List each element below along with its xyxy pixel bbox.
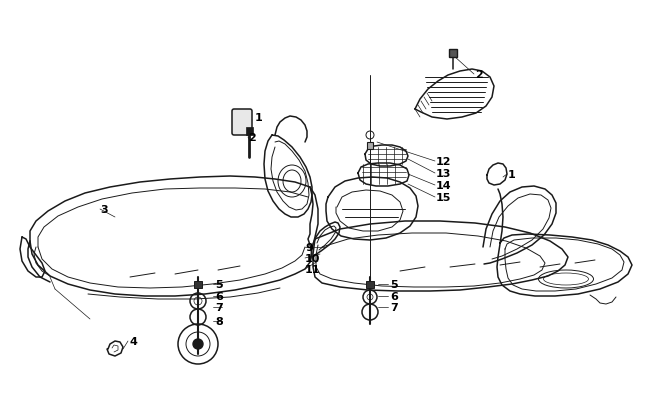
FancyBboxPatch shape [449,50,457,58]
Text: 8: 8 [215,316,223,326]
Text: 5: 5 [215,279,222,289]
FancyBboxPatch shape [246,128,253,136]
Text: 2: 2 [248,133,255,143]
Text: 11: 11 [305,264,320,274]
Text: 2: 2 [475,70,483,80]
Text: 14: 14 [436,181,452,190]
Text: 1: 1 [255,113,263,123]
Text: 4: 4 [130,336,138,346]
Text: 9: 9 [305,243,313,252]
Text: 6: 6 [215,291,223,301]
FancyBboxPatch shape [194,281,202,288]
FancyBboxPatch shape [366,281,374,288]
Text: 15: 15 [436,192,451,202]
Text: 13: 13 [436,168,451,179]
Text: 7: 7 [390,302,398,312]
Text: 5: 5 [390,279,398,289]
Text: 7: 7 [215,302,223,312]
Text: 10: 10 [305,254,320,263]
Text: 6: 6 [390,291,398,301]
Text: 3: 3 [100,205,108,215]
Text: 1: 1 [508,170,515,179]
Circle shape [193,339,203,349]
FancyBboxPatch shape [367,143,373,149]
Text: 12: 12 [436,157,452,166]
FancyBboxPatch shape [232,110,252,136]
